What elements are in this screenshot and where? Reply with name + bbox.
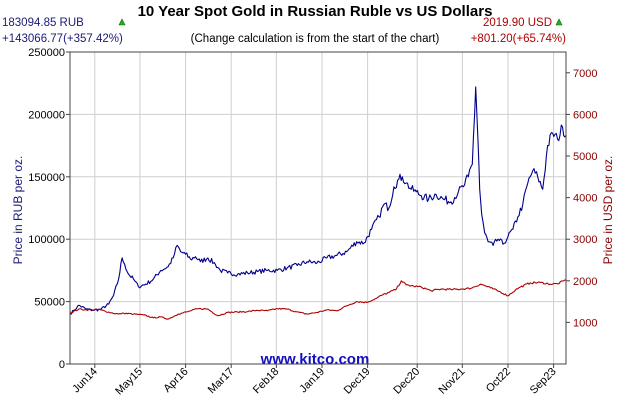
- right-tick-label: 2000: [573, 276, 597, 288]
- chart-subtitle: (Change calculation is from the start of…: [191, 33, 440, 45]
- rub-change-summary: +143066.77(+357.42%): [2, 33, 123, 45]
- series-layer: [69, 86, 567, 320]
- x-tick-label: Apr16: [161, 366, 190, 395]
- x-tick-label: Dec20: [391, 366, 422, 397]
- x-tick-label: Oct22: [484, 366, 513, 395]
- right-tick-label: 7000: [573, 68, 597, 80]
- series-line-rub: [70, 86, 567, 315]
- x-tick-label: Mar17: [206, 366, 237, 397]
- x-tick-label: Nov21: [436, 366, 467, 397]
- left-tick-label: 100000: [28, 234, 65, 246]
- right-axis-label: Price in USD per oz.: [601, 156, 615, 265]
- usd-up-arrow-icon: [555, 18, 563, 26]
- rub-price-summary: 183094.85 RUB: [2, 17, 84, 29]
- x-tick-label: Feb18: [251, 366, 282, 397]
- series-line-usd: [69, 279, 567, 320]
- left-axis-label: Price in RUB per oz.: [11, 156, 25, 265]
- right-tick-label: 5000: [573, 151, 597, 163]
- usd-change-summary: +801.20(+65.74%): [471, 33, 566, 45]
- usd-price-summary: 2019.90 USD: [483, 17, 552, 29]
- right-tick-label: 6000: [573, 109, 597, 121]
- left-tick-label: 200000: [28, 109, 65, 121]
- left-tick-label: 50000: [34, 297, 65, 309]
- x-tick-label: Jun14: [70, 366, 100, 396]
- chart-title: 10 Year Spot Gold in Russian Ruble vs US…: [138, 3, 493, 20]
- left-tick-label: 150000: [28, 172, 65, 184]
- x-tick-label: Jan19: [297, 366, 327, 396]
- right-axis-ticks: 1000 2000 3000 4000 5000 6000 7000: [566, 68, 597, 329]
- plot-area: [70, 52, 566, 364]
- left-tick-label: 0: [59, 359, 65, 371]
- rub-up-arrow-icon: [118, 18, 126, 26]
- right-tick-label: 1000: [573, 317, 597, 329]
- left-tick-label: 250000: [28, 47, 65, 59]
- plot-frame: [69, 51, 567, 365]
- right-tick-label: 4000: [573, 193, 597, 205]
- left-axis-ticks: 0 50000 100000 150000 200000 250000: [28, 47, 70, 371]
- x-tick-label: Sep23: [528, 366, 559, 397]
- x-tick-label: Dec19: [342, 366, 373, 397]
- x-tick-label: May15: [113, 366, 145, 398]
- x-axis-ticks: Jun14 May15 Apr16 Mar17 Feb18 Jan19 Dec19 Dec20…: [70, 364, 559, 398]
- right-tick-label: 3000: [573, 234, 597, 246]
